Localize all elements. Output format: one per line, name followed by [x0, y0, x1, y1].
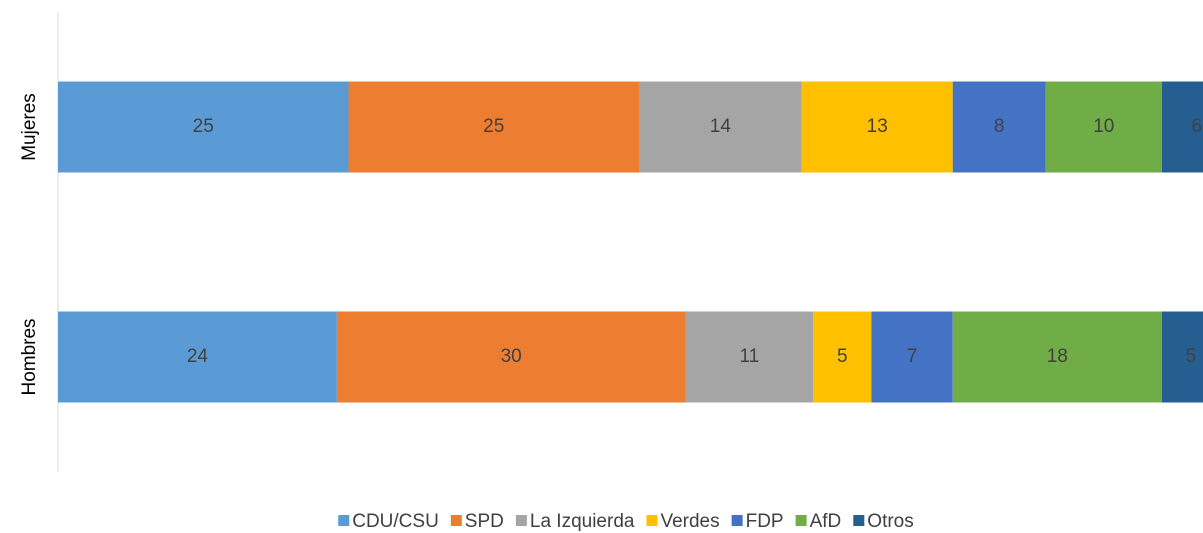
legend-label: CDU/CSU — [352, 511, 439, 532]
data-label: 30 — [501, 346, 522, 367]
data-label: 14 — [710, 116, 732, 137]
category-label: Hombres — [19, 318, 40, 395]
bar-segment — [801, 81, 953, 173]
legend-label: AfD — [810, 511, 842, 532]
bar-segment — [1161, 311, 1203, 403]
data-label: 6 — [1191, 116, 1202, 137]
bar-segment — [952, 311, 1162, 403]
bar-segment — [871, 311, 953, 403]
category-label: Mujeres — [19, 93, 40, 161]
data-label: 8 — [994, 116, 1005, 137]
bar-segment — [1161, 81, 1203, 173]
data-label: 25 — [193, 116, 214, 137]
bar-segment — [348, 81, 639, 173]
data-label: 18 — [1047, 346, 1068, 367]
bar-segment — [685, 311, 814, 403]
bar-segment — [58, 81, 349, 173]
data-label: 10 — [1093, 116, 1114, 137]
legend-swatch — [853, 515, 865, 526]
bar-segment — [952, 81, 1046, 173]
legend-label: Otros — [867, 511, 913, 532]
legend-swatch — [731, 515, 743, 526]
legend-swatch — [450, 515, 462, 526]
bar-segment — [813, 311, 872, 403]
legend-label: Verdes — [660, 511, 719, 532]
legend-swatch — [338, 515, 350, 526]
data-label: 5 — [1186, 346, 1197, 367]
bar-segment — [639, 81, 802, 173]
data-label: 25 — [483, 116, 504, 137]
bar-segment — [336, 311, 686, 403]
bar-segment — [1045, 81, 1162, 173]
data-label: 11 — [740, 346, 760, 367]
legend-swatch — [795, 515, 807, 526]
data-label: 13 — [867, 116, 888, 137]
data-label: 5 — [837, 346, 848, 367]
legend-swatch — [646, 515, 658, 526]
legend-swatch — [515, 515, 527, 526]
bar-segment — [58, 311, 337, 403]
data-label: 24 — [187, 346, 209, 367]
legend-label: La Izquierda — [530, 511, 635, 532]
legend-label: FDP — [746, 511, 784, 532]
legend-label: SPD — [465, 511, 504, 532]
data-label: 7 — [907, 346, 918, 367]
